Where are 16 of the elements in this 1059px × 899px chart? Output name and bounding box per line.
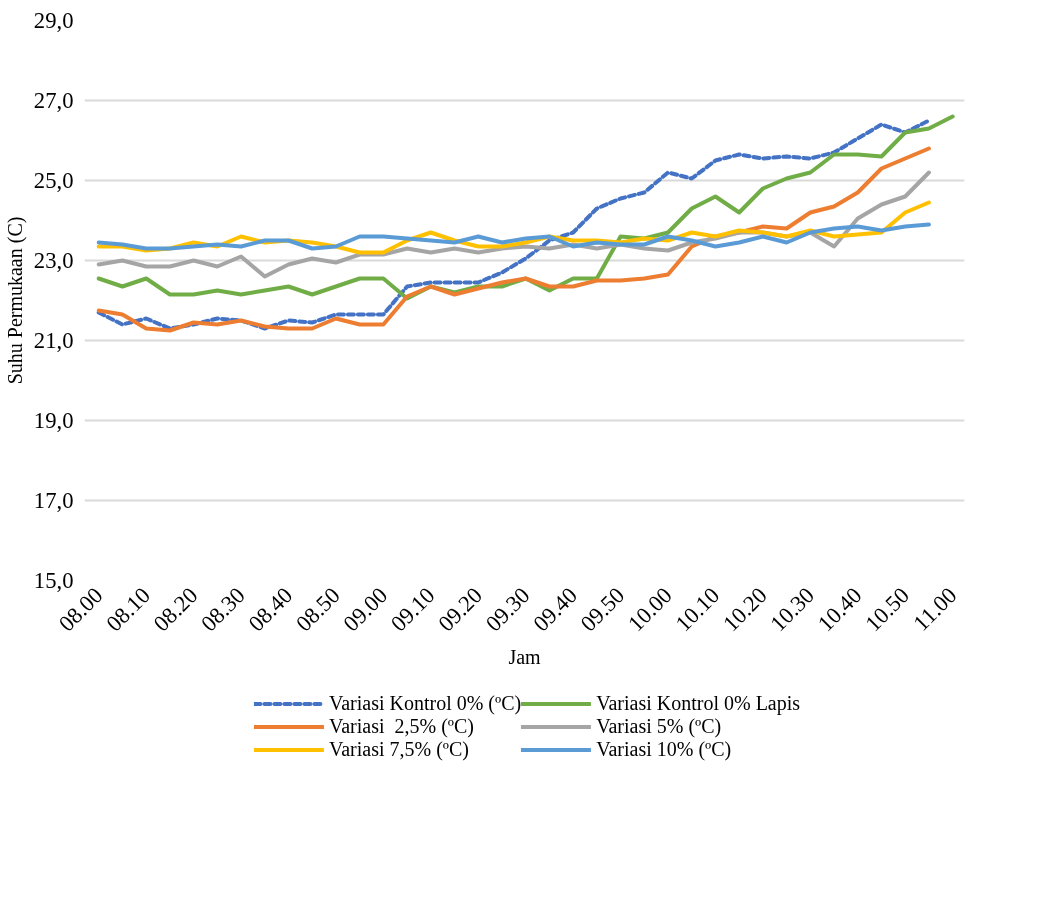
y-axis-title: Suhu Permukaan (C) (3, 216, 27, 385)
y-tick-label: 17,0 (33, 488, 74, 513)
y-tick-label: 21,0 (33, 328, 74, 353)
legend-label: Variasi 2,5% (ºC) (328, 714, 474, 738)
legend-label: Variasi 5% (ºC) (596, 714, 722, 738)
legend-label: Variasi Kontrol 0% (ºC) (328, 691, 522, 715)
y-tick-label: 25,0 (33, 168, 74, 193)
y-tick-label: 29,0 (33, 8, 74, 33)
y-tick-label: 23,0 (33, 248, 74, 273)
legend-label: Variasi Kontrol 0% Lapis (596, 691, 801, 715)
x-axis-title: Jam (508, 646, 542, 669)
legend-label: Variasi 10% (ºC) (596, 737, 732, 761)
y-tick-label: 27,0 (33, 88, 74, 113)
y-tick-label: 19,0 (33, 408, 74, 433)
line-series (96, 222, 931, 251)
legend-label: Variasi 7,5% (ºC) (328, 737, 469, 761)
